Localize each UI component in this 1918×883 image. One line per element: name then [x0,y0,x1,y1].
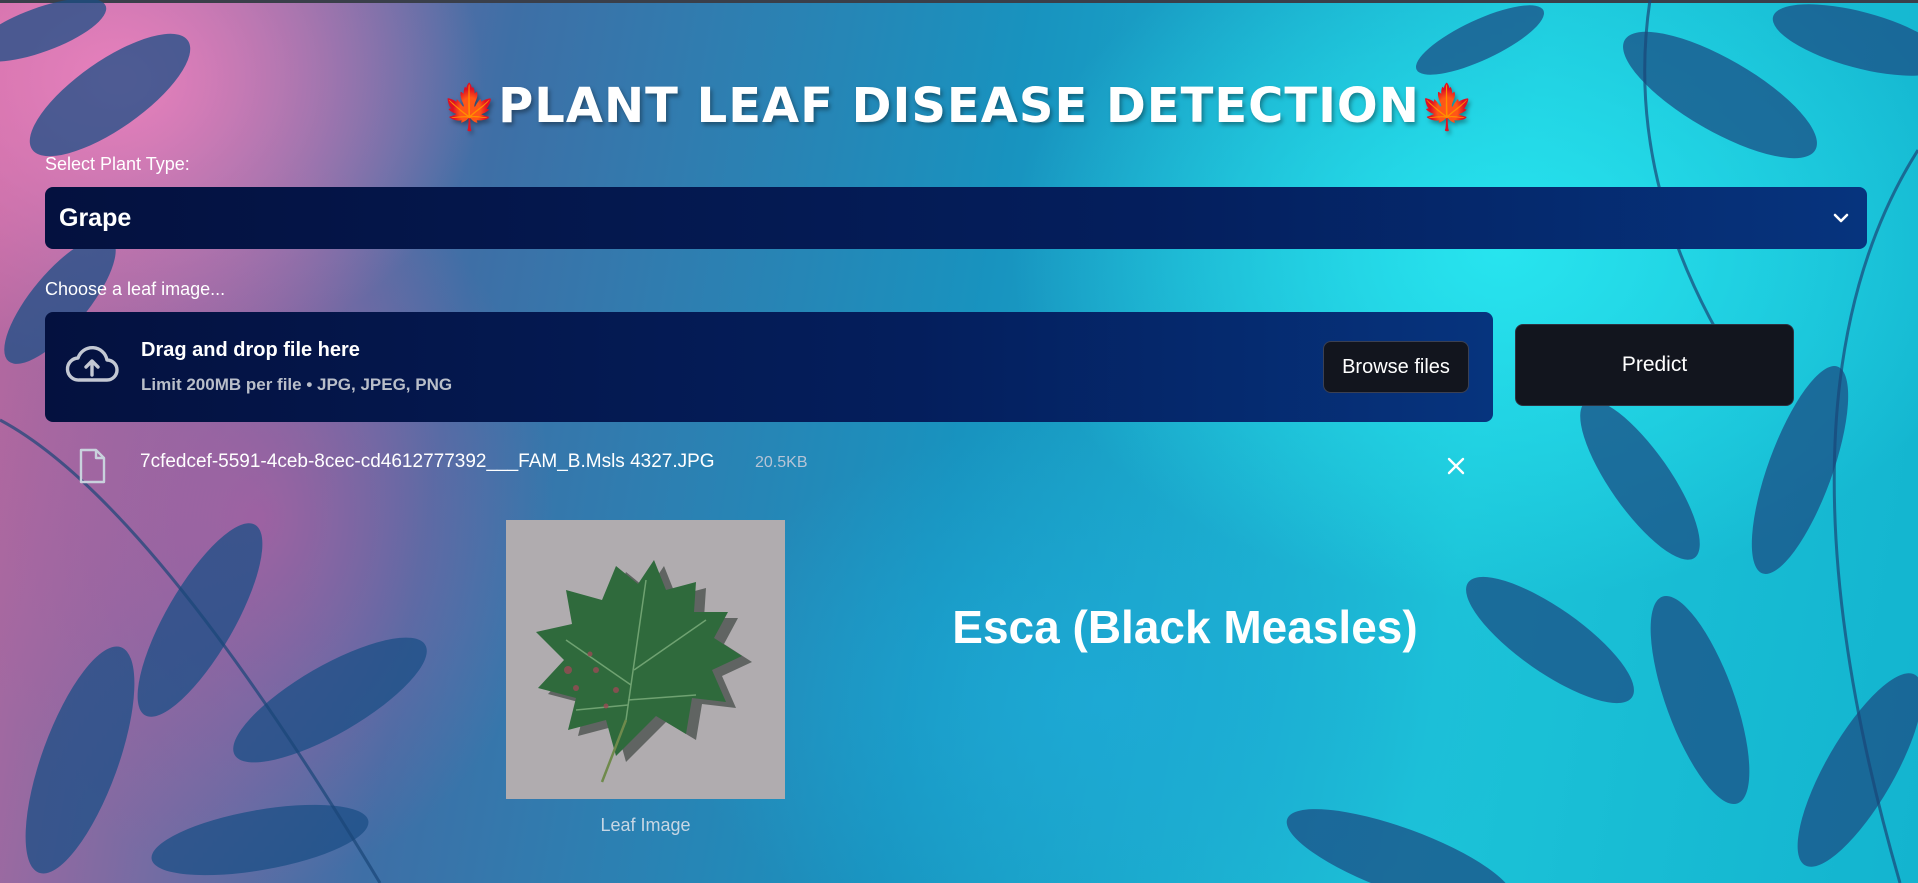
maple-leaf-icon: 🍁 [442,82,499,133]
uploaded-file-name: 7cfedcef-5591-4ceb-8cec-cd4612777392___F… [140,451,715,472]
uploaded-file-size: 20.5KB [755,454,808,471]
browse-files-button[interactable]: Browse files [1323,341,1469,393]
page-title-text: PLANT LEAF DISEASE DETECTION [498,78,1420,134]
drag-drop-text: Drag and drop file here [141,339,360,361]
maple-leaf-icon: 🍁 [1419,82,1476,133]
plant-type-value: Grape [59,203,132,232]
plant-type-select[interactable]: Grape [45,187,1867,249]
close-icon[interactable] [1444,454,1468,478]
file-dropzone[interactable]: Drag and drop file here Limit 200MB per … [45,312,1493,422]
page-title: 🍁PLANT LEAF DISEASE DETECTION🍁 [0,78,1918,134]
uploader-label: Choose a leaf image... [45,279,226,299]
plant-select-label: Select Plant Type: [45,154,190,174]
upload-limit-text: Limit 200MB per file • JPG, JPEG, PNG [141,375,453,394]
top-border [0,0,1918,3]
prediction-result: Esca (Black Measles) [952,601,1418,653]
file-icon [79,448,106,484]
predict-button[interactable]: Predict [1515,324,1794,406]
image-caption: Leaf Image [600,815,691,835]
cloud-upload-icon [65,346,119,382]
chevron-down-icon [1833,213,1849,223]
leaf-image [506,520,785,799]
